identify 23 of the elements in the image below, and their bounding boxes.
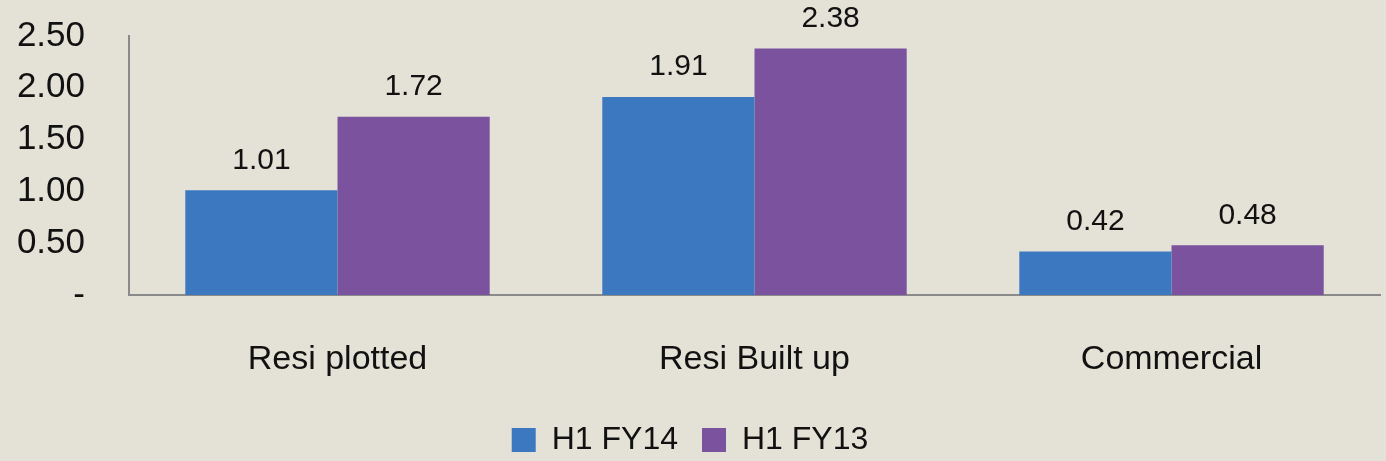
data-label: 1.91 [649,48,708,82]
y-tick-label: 2.50 [16,13,85,53]
data-label: 1.01 [232,141,291,175]
y-tick-label: 1.00 [16,169,85,209]
x-tick-label: Resi Built up [659,337,850,376]
y-tick-label: 2.00 [16,65,85,105]
y-tick-label: 1.50 [16,117,85,157]
bar [337,116,490,295]
legend-label: H1 FY13 [742,419,869,456]
data-label: 0.42 [1066,202,1125,236]
data-label: 2.38 [801,0,860,33]
x-tick-label: Resi plotted [247,337,428,376]
bar [1171,245,1324,295]
bar [185,190,338,295]
y-tick-label: - [73,272,85,312]
data-label: 1.72 [384,68,443,102]
data-label: 0.48 [1218,196,1277,230]
y-tick-label: 0.50 [16,220,85,260]
bar [1019,251,1172,295]
legend-label: H1 FY14 [551,419,678,456]
x-tick-label: Commercial [1080,337,1263,376]
bar [602,97,755,295]
bar [754,48,907,295]
